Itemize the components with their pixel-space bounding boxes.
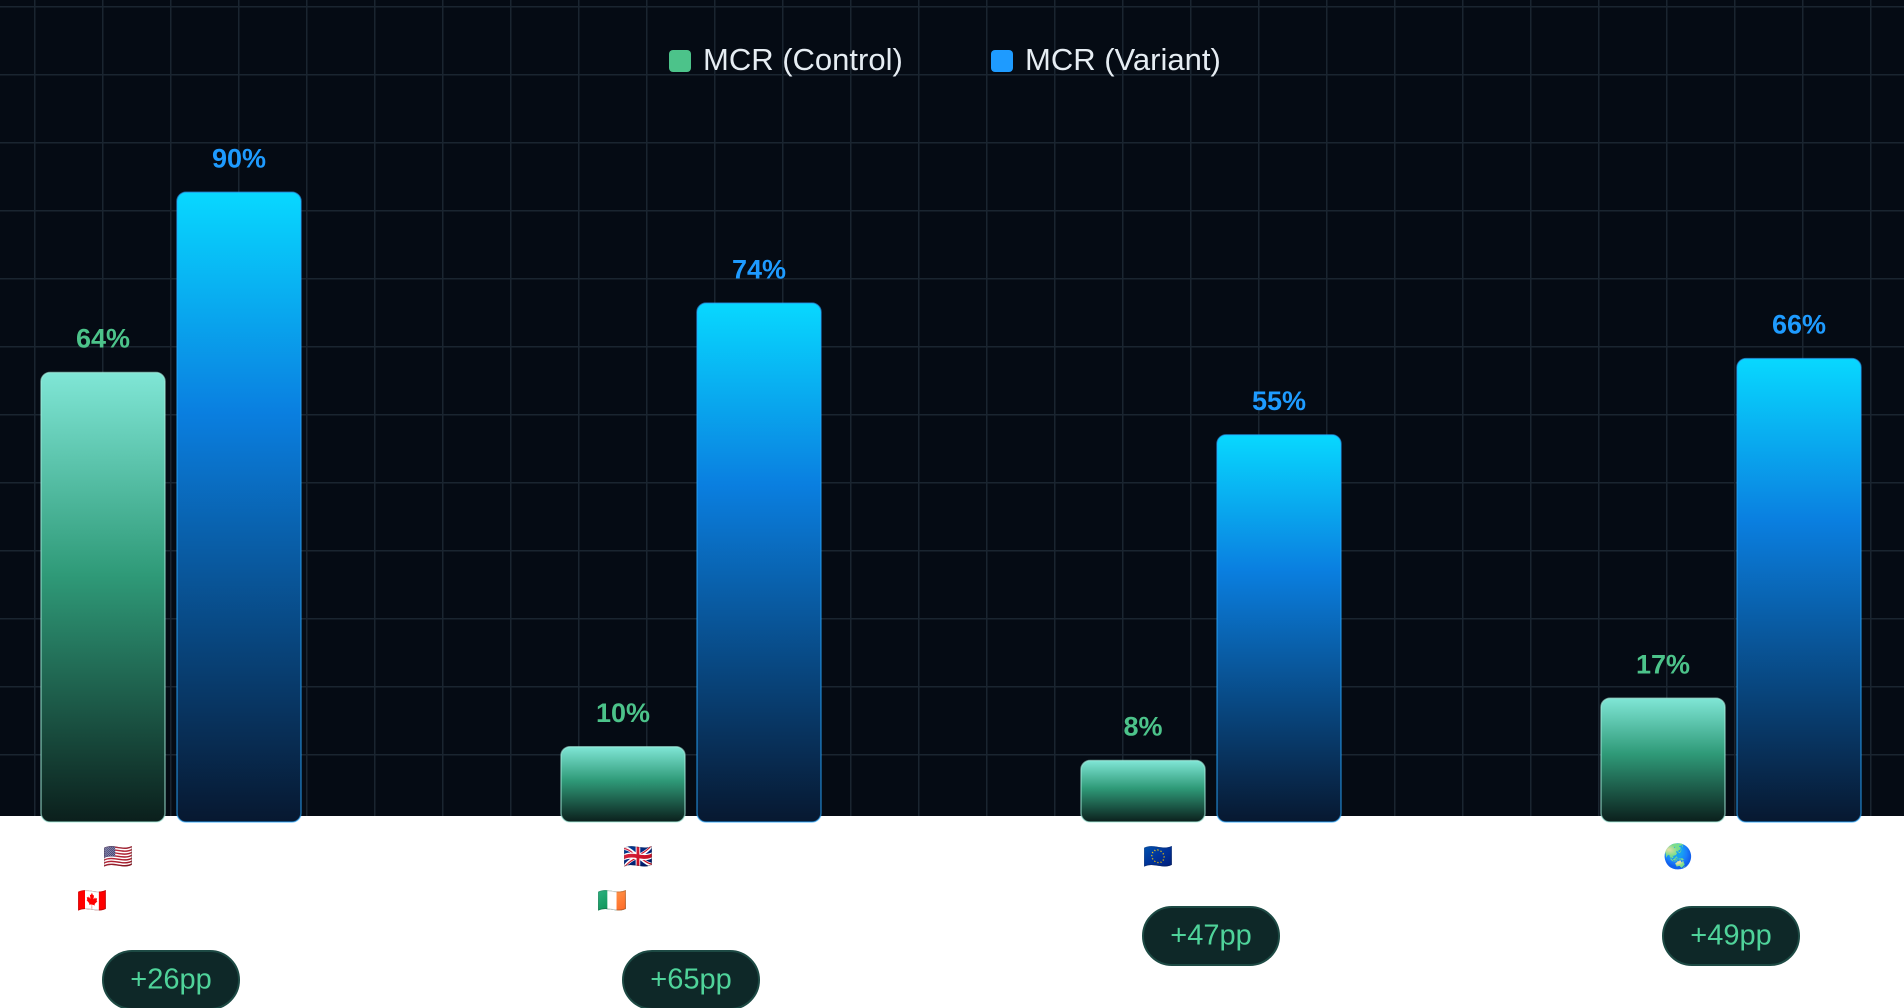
category-flag: 🇪🇺 — [1143, 843, 1173, 870]
data-label: 17% — [1636, 649, 1690, 679]
data-label: 64% — [76, 324, 130, 354]
bar — [1600, 697, 1726, 823]
bar — [696, 302, 822, 823]
delta-pill — [622, 950, 760, 1008]
category-flag: 🇮🇪 — [597, 887, 627, 914]
bar — [560, 745, 686, 823]
chart-background — [0, 0, 1904, 816]
bar — [1216, 434, 1342, 823]
delta-label: +47pp — [1170, 920, 1251, 952]
bar — [1080, 759, 1206, 823]
legend-label: MCR (Control) — [703, 42, 903, 77]
data-label: 10% — [596, 698, 650, 728]
delta-pill — [102, 950, 240, 1008]
data-label: 90% — [212, 143, 266, 173]
legend-label: MCR (Variant) — [1025, 42, 1221, 77]
category-flag: 🌏 — [1663, 842, 1693, 870]
bar — [176, 191, 302, 823]
delta-label: +49pp — [1690, 920, 1771, 952]
bar — [40, 371, 166, 823]
delta-label: +26pp — [130, 964, 211, 996]
delta-label: +65pp — [650, 964, 731, 996]
delta-pill — [1142, 906, 1280, 966]
data-label: 66% — [1772, 310, 1826, 340]
category-flag: 🇺🇸 — [103, 843, 133, 870]
legend-swatch — [991, 50, 1013, 72]
category-flag: 🇨🇦 — [77, 887, 107, 914]
data-label: 55% — [1252, 386, 1306, 416]
category-flag: 🇬🇧 — [623, 843, 653, 870]
data-label: 74% — [732, 254, 786, 284]
data-label: 8% — [1123, 712, 1162, 742]
bar — [1736, 357, 1862, 823]
legend-swatch — [669, 50, 691, 72]
delta-pill — [1662, 906, 1800, 966]
